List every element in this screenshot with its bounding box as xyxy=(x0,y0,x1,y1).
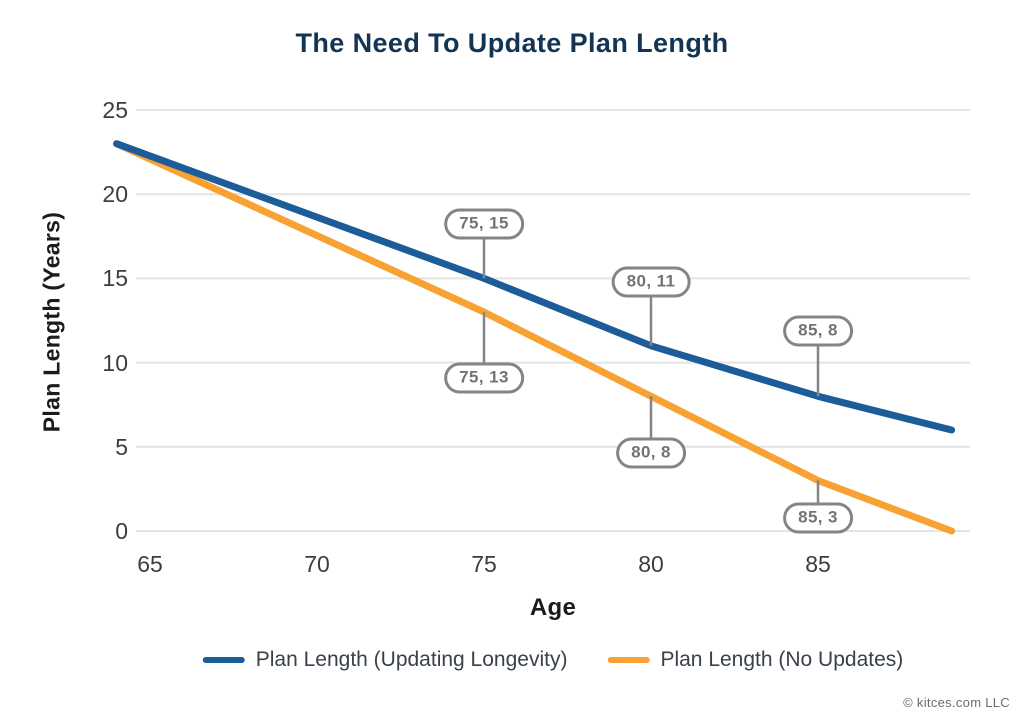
callout-pill: 75, 13 xyxy=(444,362,524,394)
legend-item: Plan Length (No Updates) xyxy=(607,648,903,672)
x-tick-label: 65 xyxy=(137,551,163,577)
y-tick-label: 15 xyxy=(102,265,128,292)
legend-item: Plan Length (Updating Longevity) xyxy=(202,648,568,672)
callout-pill: 80, 8 xyxy=(616,437,686,469)
callout-pill: 75, 15 xyxy=(444,208,524,240)
x-tick-label: 70 xyxy=(304,551,330,577)
legend-label: Plan Length (No Updates) xyxy=(660,648,904,671)
callout-pill: 85, 8 xyxy=(783,315,853,347)
legend-swatch-icon xyxy=(202,657,245,663)
copyright-text: © kitces.com LLC xyxy=(903,695,1010,710)
legend: Plan Length (Updating Longevity) Plan Len… xyxy=(202,648,903,672)
y-tick-label: 25 xyxy=(102,97,128,123)
legend-label: Plan Length (Updating Longevity) xyxy=(255,648,568,671)
x-tick-label: 85 xyxy=(805,551,831,577)
callout-pill: 80, 11 xyxy=(611,266,691,298)
x-axis-title: Age xyxy=(529,594,577,621)
y-tick-label: 0 xyxy=(115,518,128,544)
y-tick-label: 20 xyxy=(102,181,128,208)
legend-swatch-icon xyxy=(607,657,650,663)
y-tick-label: 10 xyxy=(102,349,128,376)
x-tick-label: 80 xyxy=(638,551,664,577)
x-tick-label: 75 xyxy=(471,551,497,577)
chart-title: The Need To Update Plan Length xyxy=(295,28,729,58)
y-axis-title: Plan Length (Years) xyxy=(38,211,65,433)
series-line-updating-longevity xyxy=(113,140,956,434)
y-tick-label: 5 xyxy=(115,433,128,460)
callout-pill: 85, 3 xyxy=(783,502,853,534)
